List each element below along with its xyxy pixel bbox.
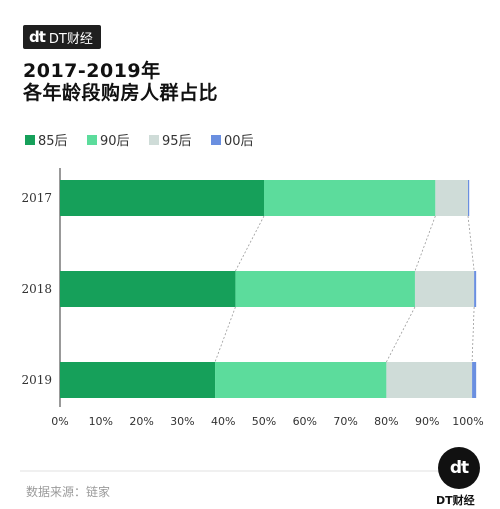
data-source: 数据来源：链家 bbox=[26, 485, 111, 499]
bar-2018-series-1 bbox=[235, 271, 415, 307]
x-tick-label-50: 50% bbox=[252, 415, 276, 428]
legend-item-95: 95后 bbox=[149, 130, 211, 149]
category-label-2019: 2019 bbox=[21, 373, 52, 387]
bar-2017-series-3 bbox=[468, 180, 470, 216]
bar-2018-series-2 bbox=[414, 271, 475, 307]
x-tick-label-90: 90% bbox=[415, 415, 439, 428]
bar-2017-series-1 bbox=[264, 180, 436, 216]
legend-item-85: 85后 bbox=[25, 130, 87, 149]
legend-swatch-90 bbox=[87, 134, 97, 145]
connector-line-1-2 bbox=[471, 306, 475, 363]
x-tick-label-10: 10% bbox=[89, 415, 113, 428]
connector-line-0-0 bbox=[235, 215, 265, 272]
legend-swatch-00 bbox=[211, 134, 221, 145]
x-tick-label-20: 20% bbox=[129, 415, 153, 428]
category-label-2017: 2017 bbox=[21, 191, 52, 205]
legend: 85后 90后 95后 00后 bbox=[25, 130, 273, 149]
x-tick-label-30: 30% bbox=[170, 415, 194, 428]
chart-title-line-1: 2017-2019年 bbox=[23, 60, 161, 82]
bar-2019-series-0 bbox=[60, 362, 216, 398]
legend-label-90: 90后 bbox=[100, 134, 130, 149]
legend-label-85: 85后 bbox=[38, 134, 68, 149]
connector-line-1-0 bbox=[214, 306, 236, 363]
connector-line-1-1 bbox=[386, 306, 416, 363]
legend-swatch-85 bbox=[25, 134, 35, 145]
brand-tag: dt DT财经 bbox=[23, 25, 101, 49]
legend-label-00: 00后 bbox=[224, 134, 254, 149]
bar-2018-series-3 bbox=[474, 271, 477, 307]
legend-item-00: 00后 bbox=[211, 130, 273, 149]
x-tick-label-60: 60% bbox=[293, 415, 317, 428]
x-tick-label-0: 0% bbox=[51, 415, 68, 428]
bar-2019-series-3 bbox=[472, 362, 477, 398]
x-tick-label-100: 100% bbox=[452, 415, 483, 428]
brand-name: DT财经 bbox=[48, 31, 93, 47]
x-tick-label-80: 80% bbox=[374, 415, 398, 428]
dt-logo-icon: dt bbox=[29, 28, 46, 46]
footer-dt-logo-icon: dt bbox=[438, 447, 480, 489]
bar-2019-series-1 bbox=[215, 362, 387, 398]
bar-2017-series-0 bbox=[60, 180, 264, 216]
legend-swatch-95 bbox=[149, 134, 159, 145]
x-tick-label-70: 70% bbox=[333, 415, 357, 428]
bar-2018-series-0 bbox=[60, 271, 236, 307]
connector-line-0-2 bbox=[467, 215, 475, 272]
bar-2019-series-2 bbox=[386, 362, 473, 398]
footer-brand-name: DT财经 bbox=[436, 494, 475, 507]
legend-label-95: 95后 bbox=[162, 134, 192, 149]
connector-line-0-1 bbox=[414, 215, 436, 272]
chart-title-line-2: 各年龄段购房人群占比 bbox=[23, 82, 219, 104]
legend-item-90: 90后 bbox=[87, 130, 149, 149]
x-tick-label-40: 40% bbox=[211, 415, 235, 428]
chart-title: 2017-2019年 各年龄段购房人群占比 bbox=[23, 60, 218, 104]
category-label-2018: 2018 bbox=[21, 282, 52, 296]
bar-2017-series-2 bbox=[435, 180, 468, 216]
